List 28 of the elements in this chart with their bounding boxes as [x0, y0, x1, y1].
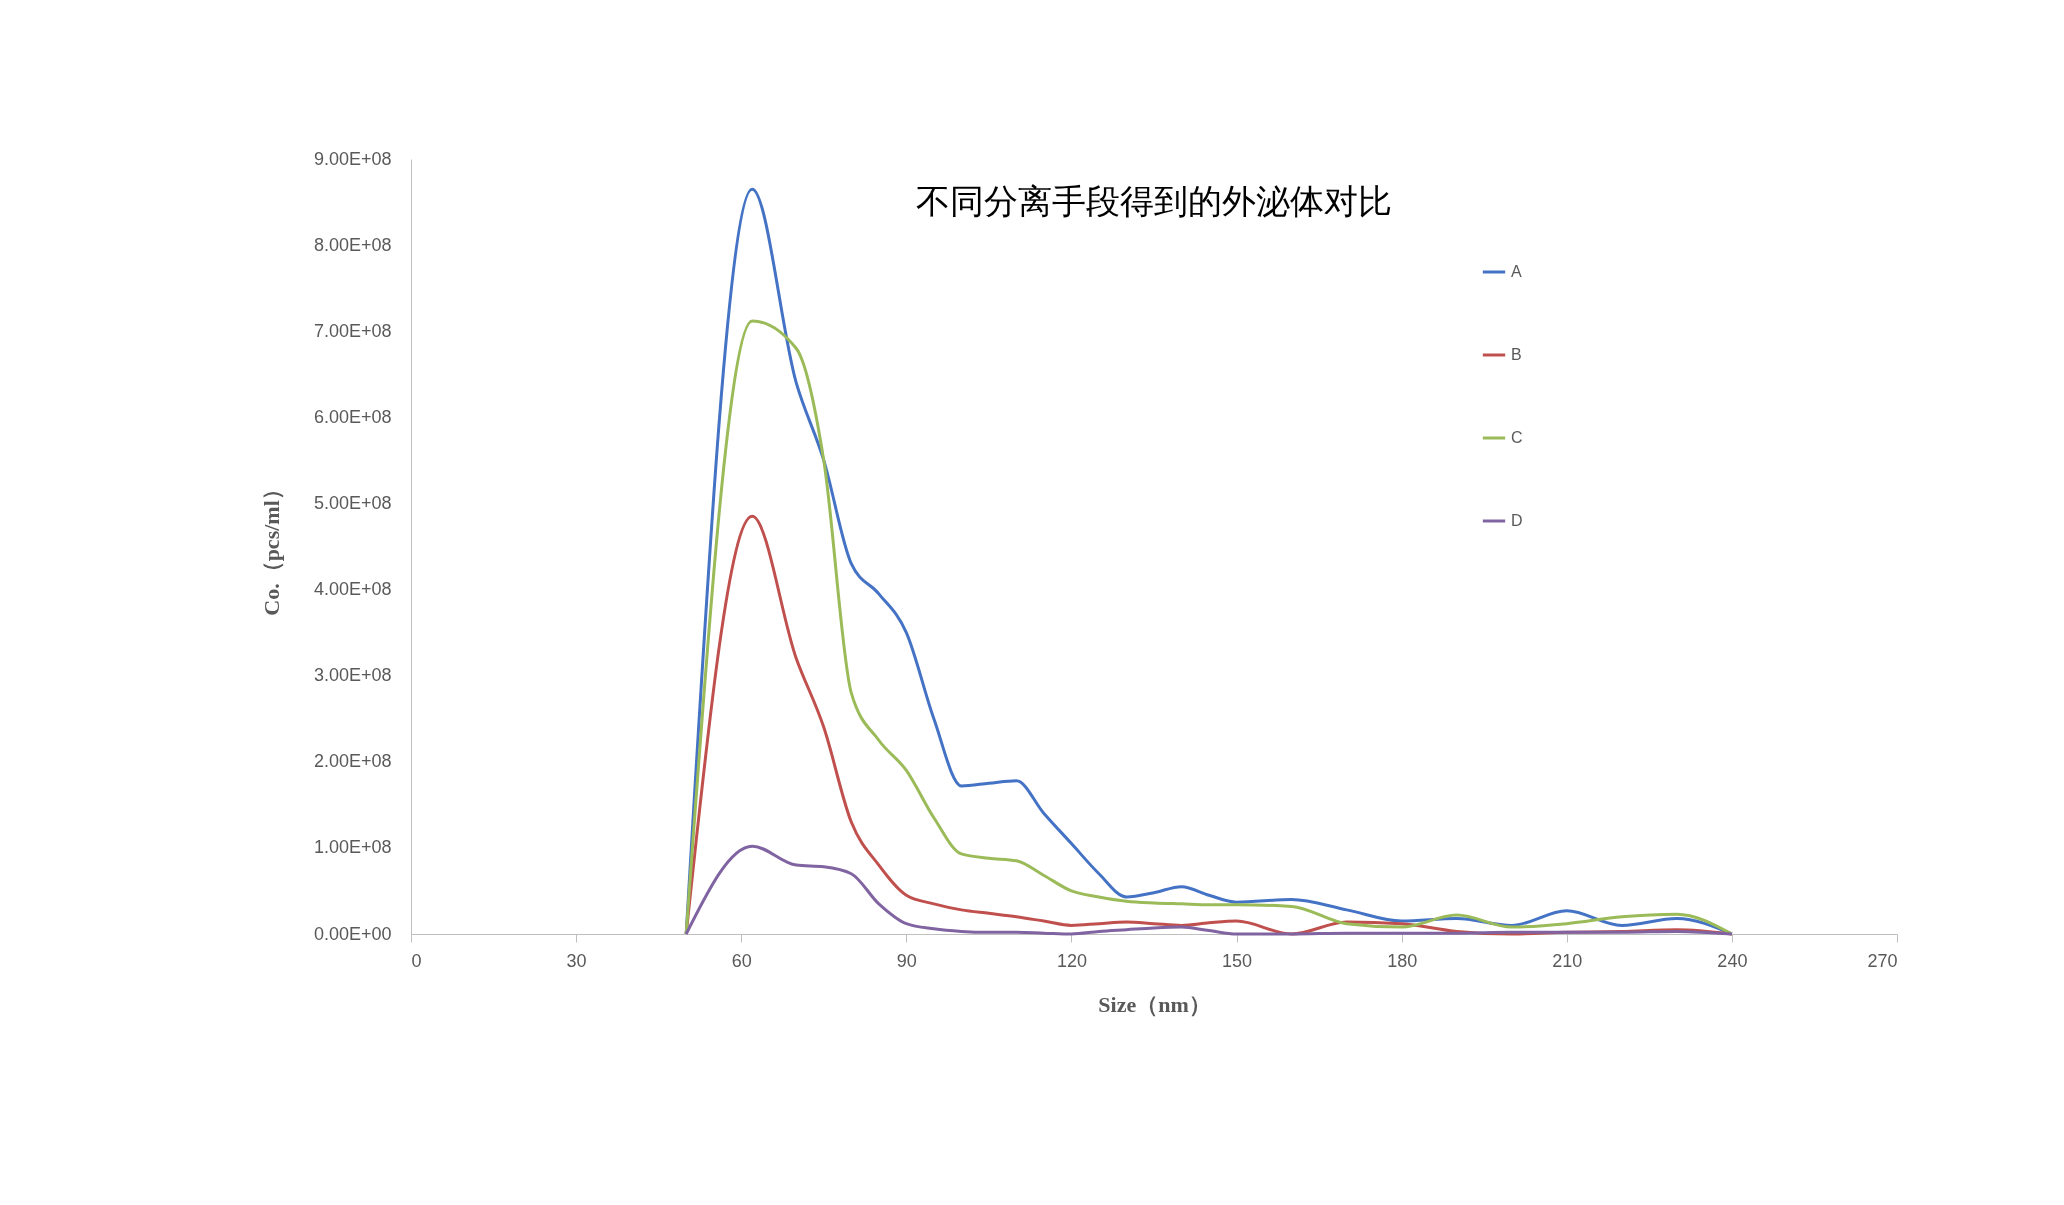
x-axis-title: Size（nm） [1098, 991, 1211, 1017]
y-tick-label: 8.00E+08 [313, 234, 392, 255]
line-series [684, 844, 1734, 936]
x-tick-label: 120 [1056, 950, 1087, 971]
x-tick-label: 90 [896, 950, 917, 971]
x-tick-label: 270 [1867, 950, 1898, 971]
y-tick-label: 4.00E+08 [313, 579, 392, 600]
y-tick-label: 9.00E+08 [313, 148, 392, 169]
y-tick-label: 5.00E+08 [313, 492, 392, 513]
x-tick-label: 210 [1552, 950, 1583, 971]
y-tick-label: 1.00E+08 [313, 837, 392, 858]
x-tick-label: 240 [1717, 950, 1748, 971]
x-tick-label: 60 [731, 950, 752, 971]
legend-label: C [1511, 429, 1523, 446]
y-axis-title: Co.（pcs/ml） [258, 478, 284, 616]
text: 不同分离手段得到的外泌体对比 [916, 181, 1392, 221]
legend-label: D [1511, 512, 1523, 529]
y-tick-label: 7.00E+08 [313, 320, 392, 341]
x-tick-label: 0 [411, 950, 422, 971]
legend-label: A [1511, 263, 1522, 280]
x-tick-label: 30 [566, 950, 587, 971]
y-tick-label: 0.00E+00 [313, 923, 392, 944]
y-tick-label: 2.00E+08 [313, 751, 392, 772]
legend-label: B [1511, 346, 1522, 363]
y-tick-label: 3.00E+08 [313, 665, 392, 686]
x-tick-label: 150 [1222, 950, 1253, 971]
x-tick-label: 180 [1387, 950, 1418, 971]
y-tick-label: 6.00E+08 [313, 406, 392, 427]
